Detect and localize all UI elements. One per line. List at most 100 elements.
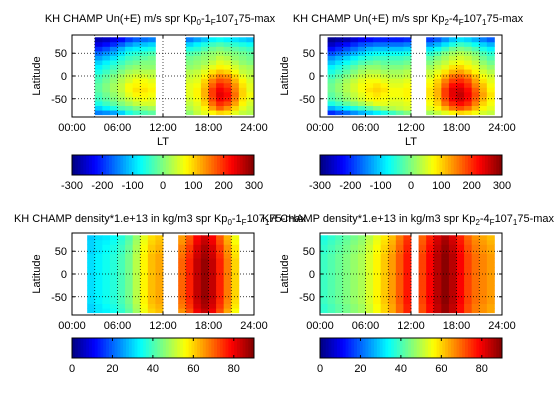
heatmap-cell (433, 41, 442, 47)
heatmap-cell (350, 308, 359, 314)
heatmap-cell (117, 69, 126, 75)
heatmap-cell (373, 258, 382, 264)
heatmap-cell (448, 101, 457, 107)
heatmap-cell (365, 46, 374, 52)
heatmap-cell (223, 73, 232, 79)
heatmap-cell (117, 294, 126, 300)
heatmap-cell (441, 239, 450, 245)
title-part: 0 (227, 218, 232, 227)
heatmap-cell (403, 55, 412, 61)
colorbar-segment (151, 155, 155, 175)
heatmap-cell (395, 91, 404, 97)
heatmap-cell (448, 276, 457, 282)
heatmap-cell (178, 308, 187, 314)
heatmap-cell (94, 41, 103, 47)
heatmap-cell (94, 96, 103, 102)
heatmap-cell (433, 91, 442, 97)
heatmap-cell (342, 105, 351, 111)
colorbar-segment (428, 155, 432, 175)
heatmap-cell (109, 235, 118, 241)
heatmap-cell (132, 308, 141, 314)
heatmap-cell (479, 37, 488, 43)
heatmap-cell (471, 41, 480, 47)
heatmap-cell (479, 41, 488, 47)
heatmap-cell (464, 110, 473, 116)
heatmap-cell (342, 253, 351, 259)
heatmap-cell (350, 69, 359, 75)
heatmap-cell (132, 110, 141, 116)
heatmap-cell (147, 235, 156, 241)
heatmap-cell (335, 235, 344, 241)
heatmap-cell (486, 37, 495, 43)
heatmap-cell (486, 308, 495, 314)
heatmap-cell (403, 64, 412, 70)
heatmap-cell (350, 253, 359, 259)
heatmap-cell (471, 267, 480, 273)
heatmap-cell (216, 50, 225, 56)
colorbar-segment (490, 155, 494, 175)
heatmap-cell (373, 91, 382, 97)
heatmap-cell (109, 280, 118, 286)
heatmap-cell (147, 294, 156, 300)
colorbar-segment (447, 338, 452, 358)
heatmap-cell (132, 87, 141, 93)
heatmap-cell (216, 91, 225, 97)
heatmap-cell (109, 258, 118, 264)
heatmap-cell (147, 289, 156, 295)
heatmap-cell (155, 239, 164, 245)
heatmap-cell (388, 280, 397, 286)
title-part: 1 (234, 18, 239, 27)
heatmap-cell (223, 55, 232, 61)
heatmap-cell (223, 262, 232, 268)
heatmap-cell (350, 73, 359, 79)
heatmap-cell (238, 37, 247, 43)
heatmap-cell (350, 55, 359, 61)
heatmap-cell (208, 110, 217, 116)
colorbar: 0 20 40 60 80 (317, 337, 503, 375)
heatmap-cell (486, 253, 495, 259)
heatmap-cell (486, 69, 495, 75)
heatmap-cell (486, 50, 495, 56)
heatmap-cell (426, 239, 435, 245)
heatmap-cell (208, 244, 217, 250)
heatmap-cell (193, 50, 202, 56)
heatmap-cell (87, 285, 96, 291)
colorbar-segment (123, 155, 127, 175)
heatmap-cell (147, 276, 156, 282)
heatmap-cell (193, 60, 202, 66)
heatmap-cell (140, 253, 149, 259)
heatmap-cell (200, 235, 209, 241)
heatmap-cell (388, 235, 397, 241)
heatmap-cell (216, 253, 225, 259)
heatmap-cell (87, 289, 96, 295)
colorbar-segment (185, 338, 190, 358)
heatmap-cell (231, 303, 240, 309)
grid (72, 233, 254, 315)
heatmap-cell (357, 244, 366, 250)
heatmap-cell (441, 258, 450, 264)
heatmap-cell (147, 91, 156, 97)
heatmap-cell (486, 271, 495, 277)
heatmap-cell (448, 64, 457, 70)
heatmap-cell (471, 308, 480, 314)
colorbar-segment (405, 338, 409, 358)
colorbar-segment (465, 338, 469, 358)
heatmap-cell (373, 289, 382, 295)
colorbar-segment (239, 338, 244, 358)
heatmap-cell (155, 253, 164, 259)
heatmap-cell (320, 280, 328, 286)
heatmap-cell (102, 244, 111, 250)
colorbar-segment (117, 155, 121, 175)
heatmap-cell (155, 303, 164, 309)
colorbar-segment (337, 155, 341, 175)
heatmap-cell (342, 87, 351, 93)
heatmap-cell (231, 50, 240, 56)
colorbar-segment (499, 155, 503, 175)
heatmap-cell (433, 37, 442, 43)
heatmap-cell (365, 235, 374, 241)
heatmap-cell (471, 101, 480, 107)
heatmap-cell (208, 267, 217, 273)
heatmap-cell (456, 87, 465, 93)
heatmap-cell (231, 96, 240, 102)
